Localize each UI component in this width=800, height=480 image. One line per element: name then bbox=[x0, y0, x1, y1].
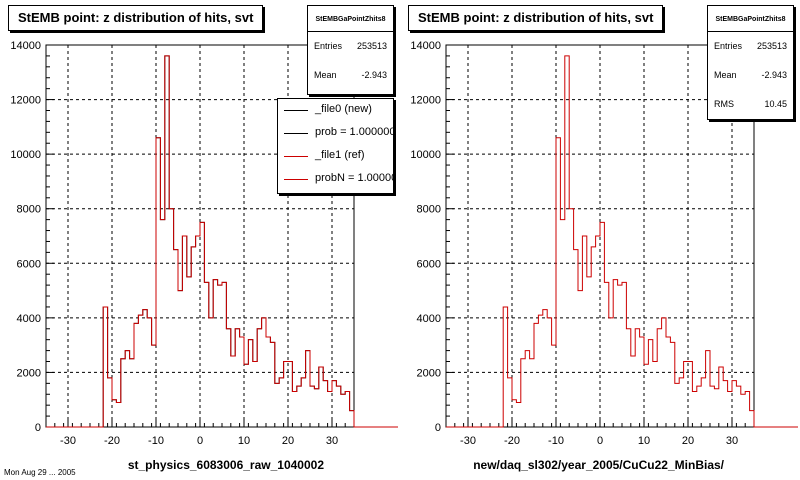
y-tick-label: 2000 bbox=[417, 367, 441, 379]
legend-line bbox=[284, 156, 308, 157]
x-tick-label: 20 bbox=[682, 435, 694, 447]
y-tick-label: 10000 bbox=[410, 149, 441, 161]
x-tick-label: -10 bbox=[148, 435, 164, 447]
stats-label: Entries bbox=[714, 41, 743, 51]
right-title: StEMB point: z distribution of hits, svt bbox=[408, 5, 664, 31]
legend-line bbox=[284, 110, 308, 111]
footer-date: Mon Aug 29 ... 2005 bbox=[4, 468, 76, 477]
y-tick-label: 8000 bbox=[17, 204, 41, 216]
y-tick-label: 14000 bbox=[410, 40, 441, 52]
y-tick-label: 0 bbox=[435, 422, 441, 434]
left-stats-row-mean: Mean -2.943 bbox=[308, 61, 393, 90]
legend-line bbox=[284, 133, 308, 134]
y-tick-label: 6000 bbox=[417, 258, 441, 270]
stats-value: -2.943 bbox=[761, 70, 787, 80]
x-tick-label: -20 bbox=[104, 435, 120, 447]
x-tick-label: 10 bbox=[638, 435, 650, 447]
y-tick-label: 2000 bbox=[17, 367, 41, 379]
y-tick-label: 14000 bbox=[10, 40, 41, 52]
left-histogram: -30 -20 -10 0 10 20 30 0 2000 4000 6000 8000 10000 12… bbox=[10, 40, 398, 472]
x-tick-label: 10 bbox=[238, 435, 250, 447]
left-stats-box: StEMBGaPointZhits8 Entries 253513 Mean -… bbox=[307, 5, 394, 95]
x-axis-title: new/daq_sl302/year_2005/CuCu22_MinBias/ bbox=[473, 458, 724, 472]
right-stats-name: StEMBGaPointZhits8 bbox=[708, 6, 793, 32]
y-tick-label: 12000 bbox=[410, 95, 441, 107]
x-tick-label: -20 bbox=[504, 435, 520, 447]
x-tick-label: -30 bbox=[60, 435, 76, 447]
x-tick-label: 20 bbox=[282, 435, 294, 447]
y-tick-label: 0 bbox=[35, 422, 41, 434]
y-tick-label: 12000 bbox=[10, 95, 41, 107]
stats-value: 10.45 bbox=[764, 99, 787, 109]
legend: _file0 (new) prob = 1.000000 _file1 (ref… bbox=[277, 98, 394, 194]
stats-label: Mean bbox=[714, 70, 737, 80]
right-stats-row-rms: RMS 10.45 bbox=[708, 90, 793, 119]
right-stats-row-entries: Entries 253513 bbox=[708, 32, 793, 61]
y-tick-label: 4000 bbox=[417, 313, 441, 325]
legend-label: prob = 1.000000 bbox=[315, 126, 394, 138]
legend-entry-probn: probN = 1.000000 bbox=[278, 168, 393, 190]
x-tick-label: -30 bbox=[460, 435, 476, 447]
x-axis-title: st_physics_6083006_raw_1040002 bbox=[128, 458, 324, 472]
stats-value: -2.943 bbox=[361, 70, 387, 80]
legend-label: _file1 (ref) bbox=[315, 149, 365, 161]
right-histogram: -30 -20 -10 0 10 20 30 0 2000 4000 6000 8000 10000 12… bbox=[410, 40, 798, 472]
x-tick-label: 0 bbox=[597, 435, 603, 447]
stats-value: 253513 bbox=[356, 41, 387, 51]
legend-line bbox=[284, 179, 308, 180]
legend-label: probN = 1.000000 bbox=[315, 172, 393, 184]
stats-value: 253513 bbox=[756, 41, 787, 51]
stats-label: Mean bbox=[314, 70, 337, 80]
left-stats-name: StEMBGaPointZhits8 bbox=[308, 6, 393, 32]
y-tick-label: 10000 bbox=[10, 149, 41, 161]
left-title: StEMB point: z distribution of hits, svt bbox=[8, 5, 264, 31]
right-stats-row-mean: Mean -2.943 bbox=[708, 61, 793, 90]
histogram-series--file1-ref- bbox=[446, 55, 798, 428]
histogram-series--file1-ref- bbox=[46, 55, 398, 428]
legend-label: _file0 (new) bbox=[315, 103, 372, 115]
left-stats-row-entries: Entries 253513 bbox=[308, 32, 393, 61]
legend-entry-new: _file0 (new) bbox=[278, 99, 393, 121]
y-tick-label: 6000 bbox=[17, 258, 41, 270]
legend-entry-prob: prob = 1.000000 bbox=[278, 122, 394, 144]
right-pad: -30 -20 -10 0 10 20 30 0 2000 4000 6000 8000 10000 12… bbox=[400, 0, 800, 480]
stats-label: RMS bbox=[714, 99, 734, 109]
x-tick-label: 0 bbox=[197, 435, 203, 447]
left-pad: -30 -20 -10 0 10 20 30 0 2000 4000 6000 8000 10000 12… bbox=[4, 5, 398, 477]
legend-entry-ref: _file1 (ref) bbox=[278, 145, 393, 167]
x-tick-label: 30 bbox=[326, 435, 338, 447]
stats-label: Entries bbox=[314, 41, 343, 51]
x-tick-label: 30 bbox=[726, 435, 738, 447]
y-tick-label: 4000 bbox=[17, 313, 41, 325]
x-tick-label: -10 bbox=[548, 435, 564, 447]
y-tick-label: 8000 bbox=[417, 204, 441, 216]
right-stats-box: StEMBGaPointZhits8 Entries 253513 Mean -… bbox=[707, 5, 794, 120]
